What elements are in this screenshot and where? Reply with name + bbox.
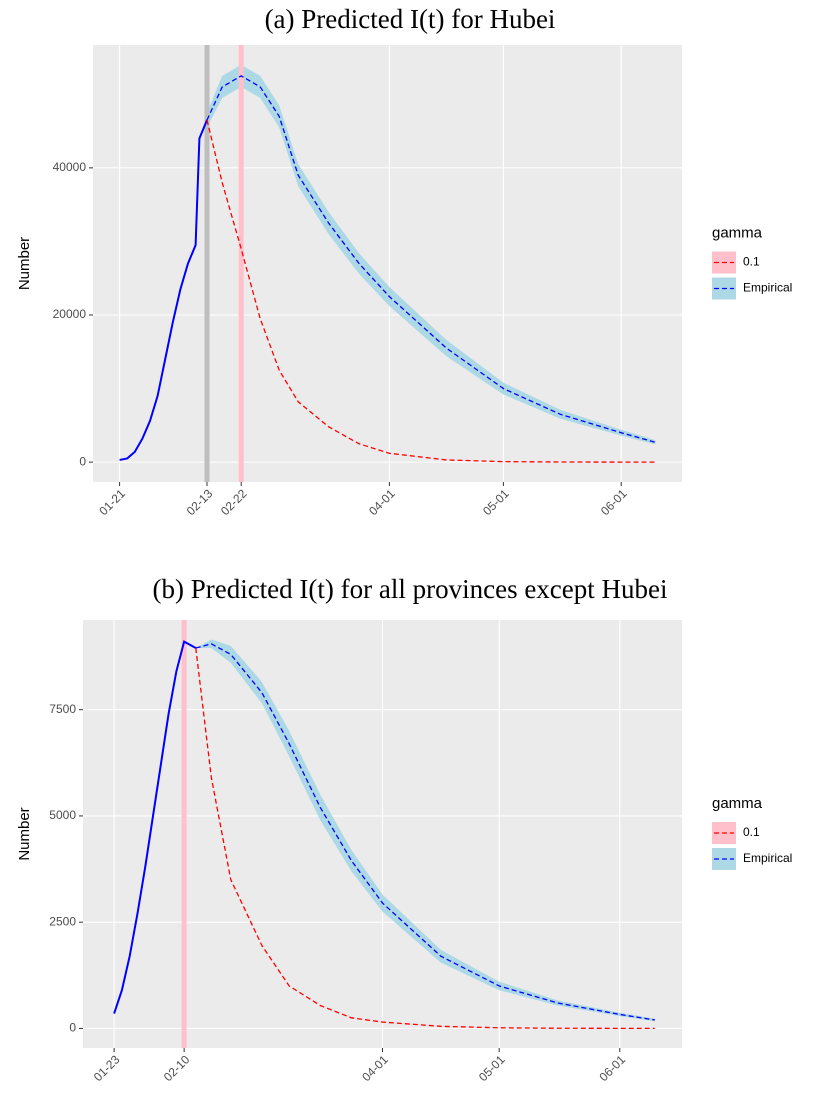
chart-title: (a) Predicted I(t) for Hubei xyxy=(265,4,556,34)
y-tick-label: 5000 xyxy=(49,808,76,822)
x-tick-label: 06-01 xyxy=(597,1052,629,1084)
y-tick-label: 40000 xyxy=(53,160,87,174)
x-tick-label: 06-01 xyxy=(598,486,630,518)
y-tick-label: 2500 xyxy=(49,914,76,928)
series-line xyxy=(195,647,655,1030)
x-tick-label: 01-23 xyxy=(91,1052,123,1084)
x-tick-label: 04-01 xyxy=(366,486,398,518)
y-tick-label: 0 xyxy=(69,1021,76,1035)
series-line xyxy=(206,119,656,463)
y-axis-label: Number xyxy=(16,237,33,290)
x-tick-label: 02-10 xyxy=(161,1052,193,1084)
y-tick-label: 20000 xyxy=(53,307,87,321)
x-tick-label: 01-21 xyxy=(96,486,128,518)
series-line xyxy=(206,75,656,443)
y-tick-label: 0 xyxy=(79,454,86,468)
ribbon xyxy=(195,639,655,1022)
legend-title: gamma xyxy=(712,224,763,241)
legend-label: Empirical xyxy=(743,281,792,295)
x-tick-label: 05-01 xyxy=(480,486,512,518)
series-line xyxy=(119,119,208,461)
x-tick-label: 02-13 xyxy=(184,486,216,518)
x-tick-label: 05-01 xyxy=(476,1052,508,1084)
chart-title: (b) Predicted I(t) for all provinces exc… xyxy=(152,574,667,604)
y-axis-label: Number xyxy=(16,807,33,860)
legend-label: 0.1 xyxy=(743,255,760,269)
legend-label: 0.1 xyxy=(743,825,760,839)
x-tick-label: 04-01 xyxy=(359,1052,391,1084)
y-tick-label: 7500 xyxy=(49,702,76,716)
series-line xyxy=(113,640,197,1014)
x-tick-label: 02-22 xyxy=(218,486,250,518)
plot-background xyxy=(93,45,682,482)
legend-label: Empirical xyxy=(743,851,792,865)
legend-title: gamma xyxy=(712,795,763,812)
